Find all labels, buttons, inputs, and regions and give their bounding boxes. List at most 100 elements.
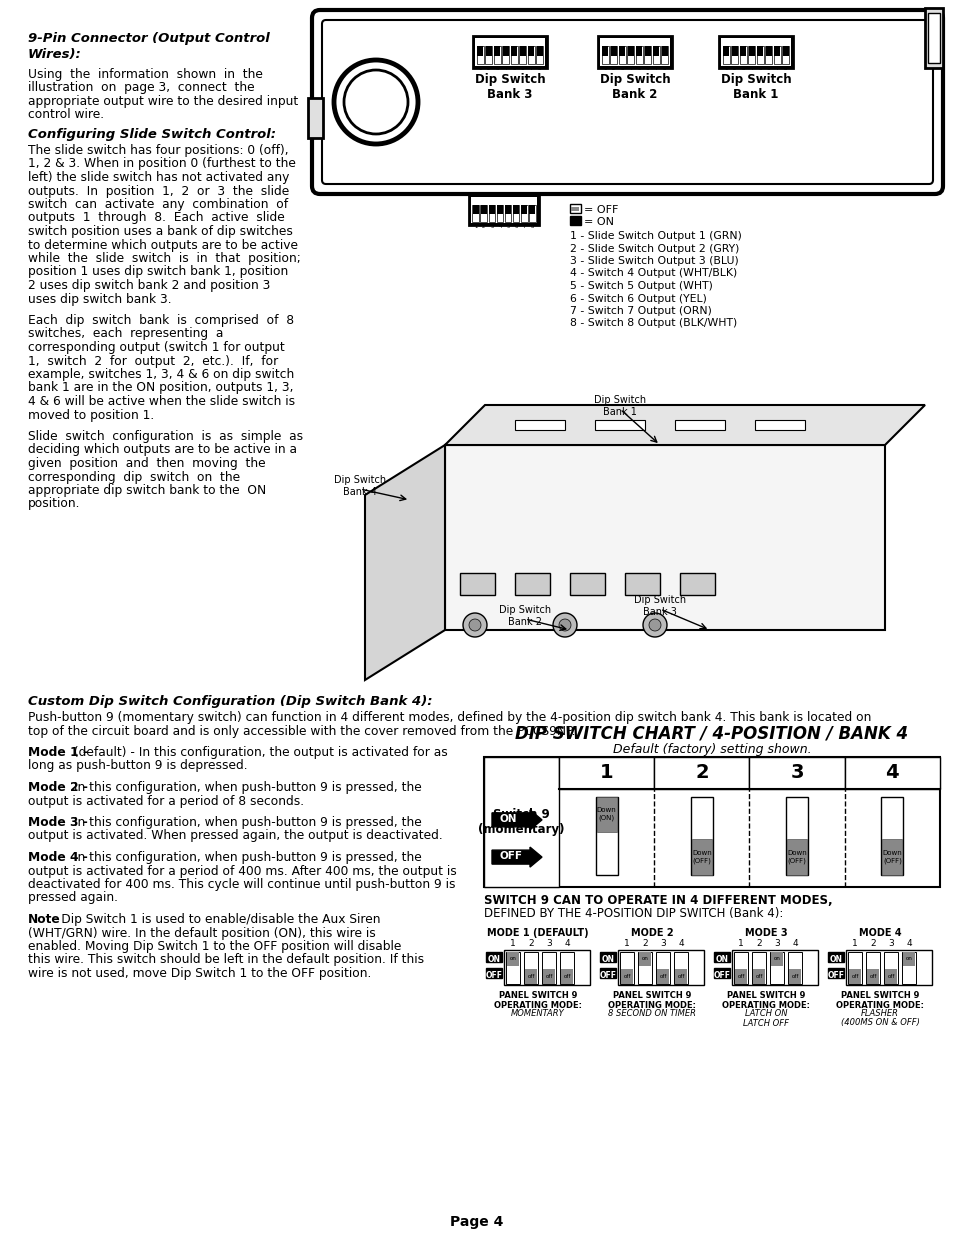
Bar [638,951,651,983]
Bar [601,46,608,64]
Bar [884,969,896,983]
Bar [652,46,659,64]
Bar [513,205,518,214]
Text: 2: 2 [612,65,615,70]
Text: Push-button 9 (momentary switch) can function in 4 different modes, defined by t: Push-button 9 (momentary switch) can fun… [28,711,870,724]
Bar [843,757,939,788]
Text: MODE 4: MODE 4 [858,927,901,937]
Bar [542,969,555,983]
Text: 5: 5 [512,65,516,70]
Bar [731,46,737,56]
FancyArrow shape [492,810,541,830]
Text: appropriate dip switch bank to the  ON: appropriate dip switch bank to the ON [28,484,266,496]
Bar [654,757,749,788]
Bar [901,951,915,983]
Text: 3: 3 [545,940,551,948]
Text: 3: 3 [887,940,893,948]
Text: (WHT/GRN) wire. In the default position (ON), this wire is: (WHT/GRN) wire. In the default position … [28,926,375,940]
Text: OFF: OFF [485,971,502,979]
Text: 7: 7 [654,65,658,70]
Text: enabled. Moving Dip Switch 1 to the OFF position will disable: enabled. Moving Dip Switch 1 to the OFF … [28,940,401,953]
Text: 2: 2 [641,940,647,948]
Text: 1: 1 [723,65,727,70]
Bar [513,205,518,221]
Text: Dip Switch
Bank 4: Dip Switch Bank 4 [334,475,386,496]
Bar [536,46,542,64]
Bar [541,951,556,983]
Text: 1: 1 [599,763,613,782]
Bar [510,46,517,64]
Text: 4 & 6 will be active when the slide switch is: 4 & 6 will be active when the slide swit… [28,395,294,408]
Bar [657,969,668,983]
Bar [502,46,508,56]
Circle shape [558,619,571,631]
Circle shape [648,619,660,631]
Text: 6: 6 [766,65,770,70]
Bar [520,205,527,221]
Bar [599,951,616,962]
Bar [769,951,783,983]
Text: Dip Switch
Bank 1: Dip Switch Bank 1 [594,395,645,416]
Text: corresponding  dip  switch  on  the: corresponding dip switch on the [28,471,240,483]
Bar [786,840,806,874]
Text: off: off [755,974,761,979]
Bar [529,205,535,214]
Text: Dip Switch
Bank 1: Dip Switch Bank 1 [720,73,790,101]
Text: off: off [850,974,858,979]
FancyBboxPatch shape [312,10,942,194]
Bar [673,951,687,983]
Polygon shape [444,405,924,445]
Text: output is activated for a period of 400 ms. After 400 ms, the output is: output is activated for a period of 400 … [28,864,456,878]
Text: The slide switch has four positions: 0 (off),: The slide switch has four positions: 0 (… [28,144,289,157]
Text: Wires):: Wires): [28,48,82,61]
Bar [523,951,537,983]
Bar [734,969,746,983]
Text: 1: 1 [510,940,516,948]
Text: 4: 4 [678,940,683,948]
Bar [480,205,486,214]
Text: PANEL SWITCH 9: PANEL SWITCH 9 [612,992,691,1000]
Text: off: off [868,974,876,979]
Bar [924,7,942,68]
Bar [528,205,535,221]
Bar [865,951,879,983]
Text: off: off [886,974,894,979]
Text: PANEL SWITCH 9: PANEL SWITCH 9 [840,992,919,1000]
Text: 1: 1 [738,940,743,948]
Bar [494,46,500,64]
Text: 3: 3 [659,940,665,948]
Bar [722,46,729,64]
Text: Dip Switch
Bank 2: Dip Switch Bank 2 [599,73,670,101]
Text: Custom Dip Switch Configuration (Dip Switch Bank 4):: Custom Dip Switch Configuration (Dip Swi… [28,695,432,708]
Text: 8 SECOND ON TIMER: 8 SECOND ON TIMER [607,1009,696,1019]
Text: ON: ON [601,955,614,963]
Bar [627,46,633,56]
Bar [739,46,746,64]
Text: off: off [527,974,534,979]
Bar [558,757,654,788]
Bar [601,46,608,56]
Bar [527,46,535,64]
Text: 3: 3 [495,65,498,70]
Text: switches,  each  representing  a: switches, each representing a [28,327,223,341]
Text: 4: 4 [497,224,501,228]
Bar [656,951,669,983]
Bar [902,951,914,966]
Bar [788,969,801,983]
Text: 1: 1 [623,940,629,948]
Text: 1: 1 [603,65,606,70]
Bar [519,46,525,56]
Text: OPERATING MODE:: OPERATING MODE: [835,1000,923,1009]
Circle shape [642,613,666,637]
Text: 5: 5 [506,224,509,228]
Bar [599,967,616,977]
Text: 8: 8 [530,224,534,228]
Bar [626,46,634,64]
Text: outputs.  In  position  1,  2  or  3  the  slide: outputs. In position 1, 2 or 3 the slide [28,184,289,198]
Text: illustration  on  page 3,  connect  the: illustration on page 3, connect the [28,82,254,95]
Text: = ON: = ON [583,217,614,227]
Bar [485,951,501,962]
Text: In this configuration, when push-button 9 is pressed, the: In this configuration, when push-button … [70,816,421,829]
Text: Down
(OFF): Down (OFF) [691,850,711,863]
Bar [787,951,801,983]
